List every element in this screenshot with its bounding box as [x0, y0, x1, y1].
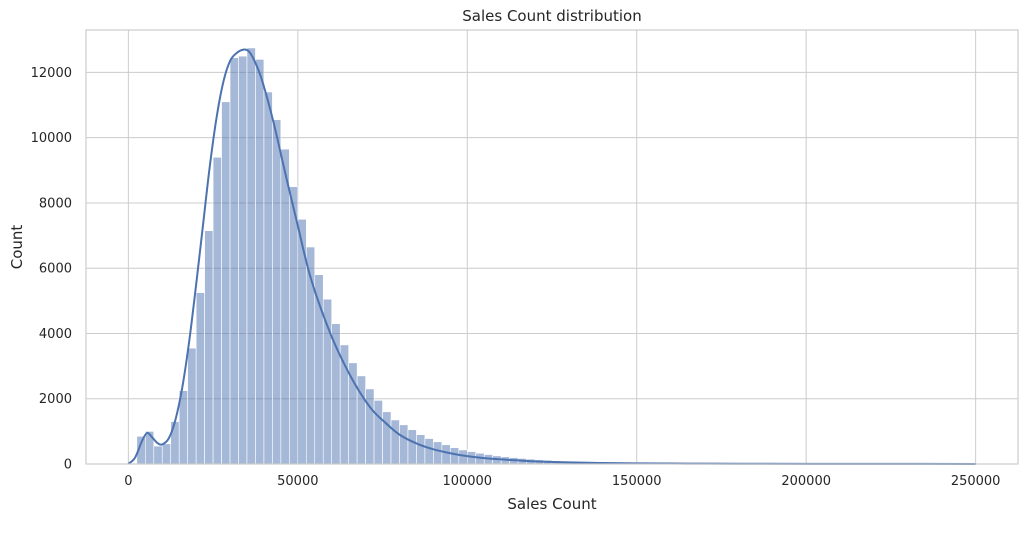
x-axis-title: Sales Count — [507, 495, 596, 513]
histogram-bar — [390, 419, 400, 465]
chart-title: Sales Count distribution — [462, 7, 642, 25]
histogram-bar — [280, 148, 290, 465]
histogram-bar — [255, 59, 265, 465]
x-tick-label: 250000 — [951, 474, 1001, 489]
histogram-bar — [382, 411, 392, 465]
histogram-bar — [229, 57, 239, 465]
kde-curve — [127, 48, 976, 465]
histogram-bar — [441, 444, 451, 465]
x-tick-label: 50000 — [277, 474, 318, 489]
y-tick-label: 8000 — [39, 196, 72, 211]
histogram-bar — [272, 119, 282, 465]
histogram-bar — [416, 434, 426, 465]
x-tick-labels: 0 50000 100000 150000 200000 250000 — [124, 474, 1000, 489]
x-tick-label: 100000 — [442, 474, 492, 489]
histogram-bar — [424, 438, 434, 465]
histogram-bar — [348, 362, 358, 465]
histogram-bar — [263, 91, 273, 465]
x-tick-label: 200000 — [781, 474, 831, 489]
histogram-bar — [153, 445, 163, 465]
histogram-bar — [433, 441, 443, 465]
y-tick-label: 2000 — [39, 392, 72, 407]
histogram-bar — [195, 292, 205, 465]
y-tick-label: 12000 — [31, 66, 72, 81]
y-tick-label: 0 — [64, 458, 72, 473]
plot-frame — [85, 29, 1019, 465]
y-tick-label: 4000 — [39, 327, 72, 342]
histogram-bar — [289, 186, 299, 465]
histogram-bar — [204, 230, 214, 465]
histogram-bar — [212, 156, 222, 465]
x-tick-label: 0 — [124, 474, 132, 489]
histogram-bar — [407, 429, 417, 465]
y-tick-label: 10000 — [31, 131, 72, 146]
histogram-bar — [373, 400, 383, 465]
histogram-bar — [221, 101, 231, 465]
histogram-bar — [238, 55, 248, 465]
y-axis-title: Count — [8, 225, 26, 270]
histogram-bar — [187, 347, 197, 465]
histogram-bars — [136, 47, 985, 465]
histogram-bar — [161, 443, 172, 465]
y-tick-labels: 0 2000 4000 6000 8000 10000 12000 — [31, 66, 72, 473]
histogram-bar — [450, 447, 460, 465]
histogram-bar — [246, 47, 256, 465]
histogram-bar — [365, 388, 375, 465]
y-tick-label: 6000 — [39, 262, 72, 277]
x-tick-label: 150000 — [612, 474, 662, 489]
histogram-bar — [399, 424, 409, 465]
